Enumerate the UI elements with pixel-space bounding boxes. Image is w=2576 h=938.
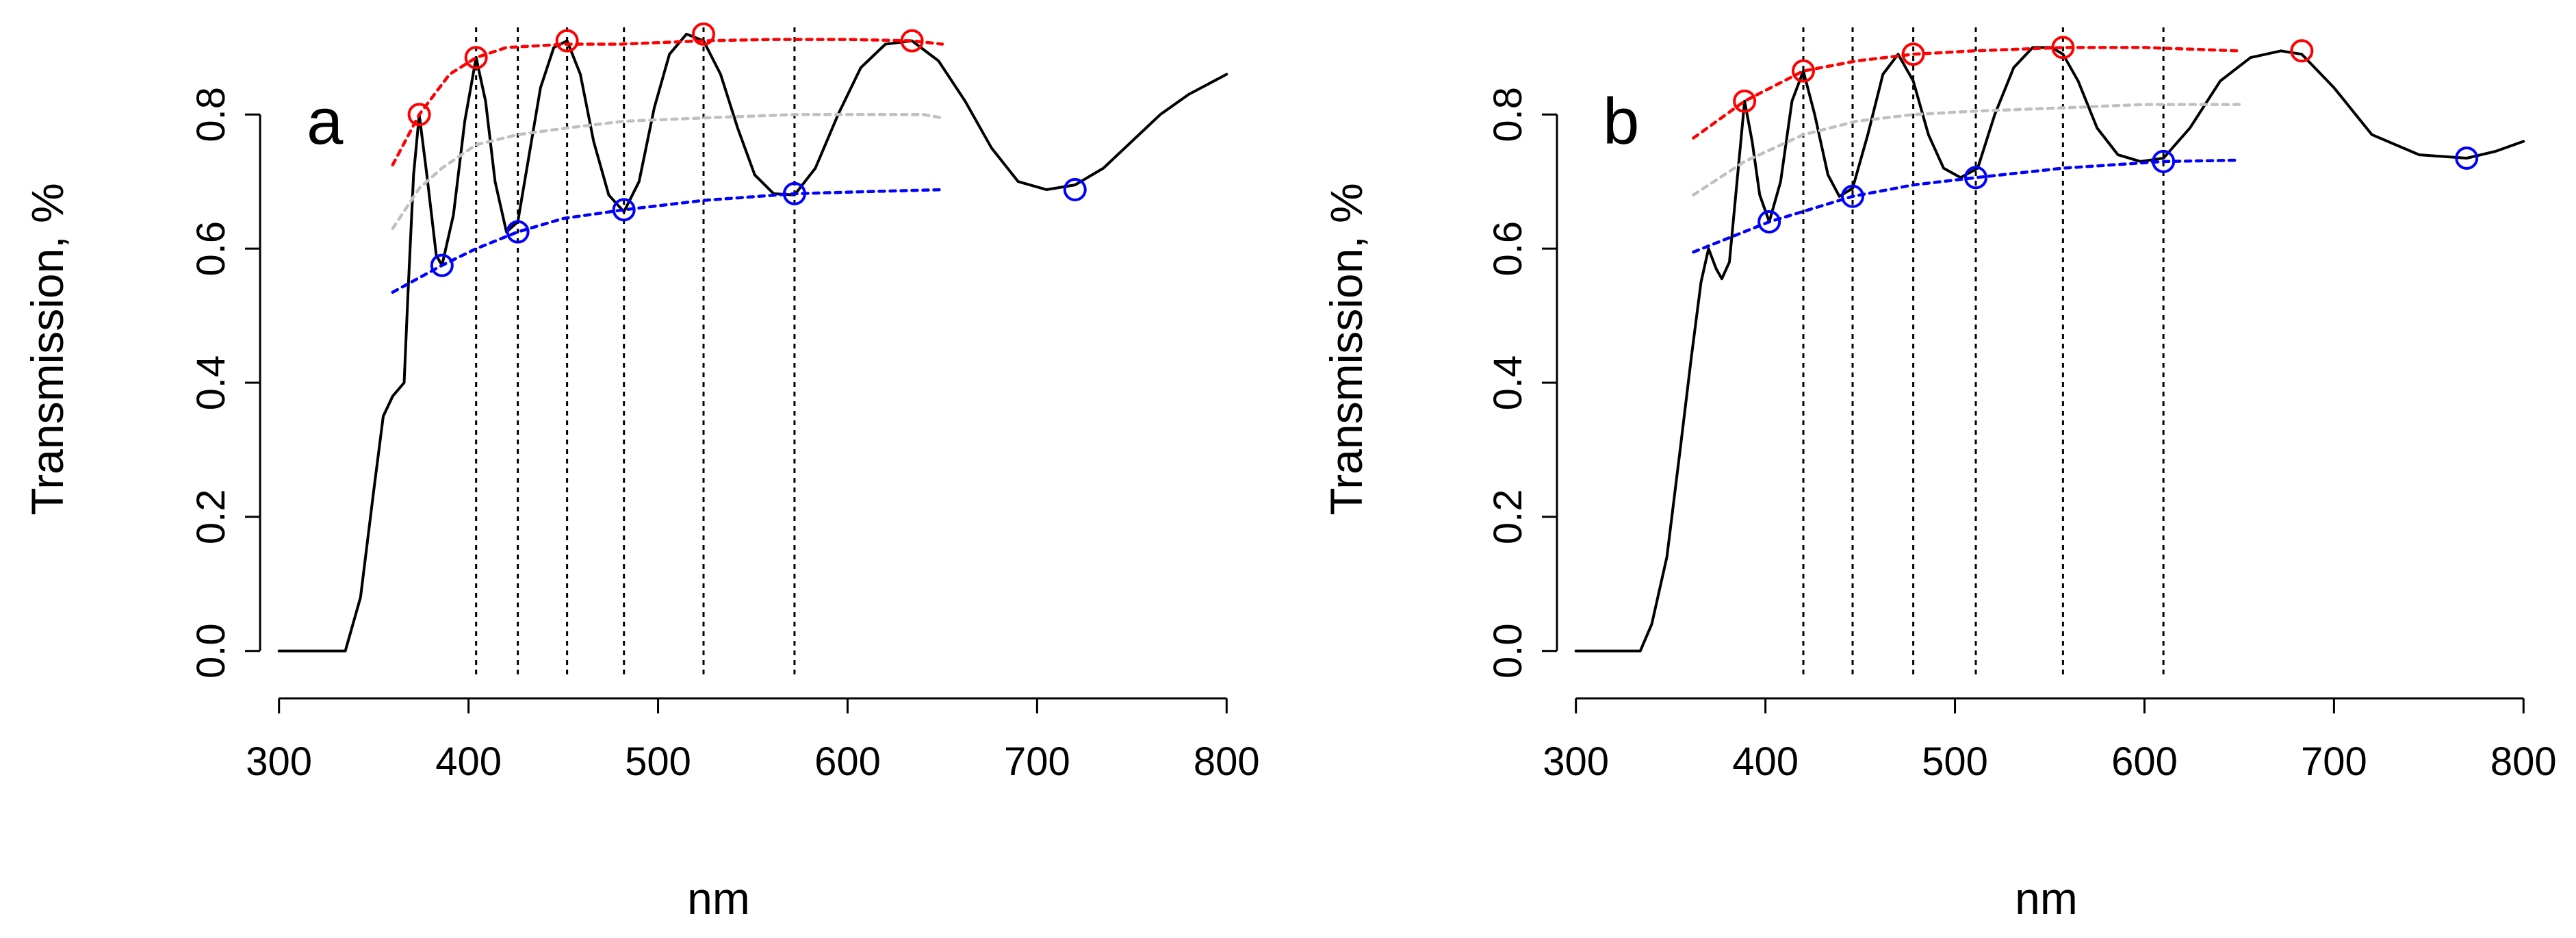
x-tick-label: 300 bbox=[1543, 739, 1609, 784]
panel-label: b bbox=[1603, 85, 1639, 158]
y-tick-label: 0.6 bbox=[189, 221, 233, 277]
y-tick-label: 0.4 bbox=[189, 355, 233, 411]
minimum-marker bbox=[2455, 146, 2479, 170]
mean-envelope-line bbox=[1692, 103, 2241, 197]
upper-envelope-line bbox=[391, 38, 944, 167]
minimum-marker bbox=[430, 253, 454, 277]
minimum-marker bbox=[612, 198, 636, 222]
x-tick-label: 800 bbox=[1194, 739, 1260, 784]
x-tick-label: 500 bbox=[1922, 739, 1988, 784]
minimum-marker bbox=[506, 220, 530, 244]
spectrum-line bbox=[277, 32, 1228, 652]
x-axis-label: nm bbox=[2015, 873, 2078, 924]
minimum-marker bbox=[782, 181, 806, 205]
panel-label: a bbox=[307, 85, 344, 158]
minimum-marker bbox=[1964, 166, 1987, 190]
y-tick-label: 0.0 bbox=[189, 623, 233, 679]
mean-envelope-line bbox=[391, 113, 944, 231]
x-tick-label: 600 bbox=[814, 739, 881, 784]
maximum-marker bbox=[1792, 59, 1815, 83]
x-tick-label: 600 bbox=[2111, 739, 2178, 784]
y-tick-label: 0.8 bbox=[189, 87, 233, 142]
maximum-marker bbox=[1733, 89, 1757, 113]
x-tick-label: 800 bbox=[2490, 739, 2557, 784]
maximum-marker bbox=[692, 22, 715, 46]
x-axis-label: nm bbox=[687, 873, 750, 924]
x-tick-label: 500 bbox=[625, 739, 691, 784]
x-tick-label: 400 bbox=[435, 739, 502, 784]
y-axis-label: Transmission, % bbox=[1321, 183, 1371, 515]
x-tick-label: 300 bbox=[246, 739, 312, 784]
x-tick-label: 400 bbox=[1732, 739, 1799, 784]
maximum-marker bbox=[2290, 39, 2314, 63]
maximum-marker bbox=[2051, 36, 2075, 60]
minimum-marker bbox=[1841, 184, 1864, 208]
maximum-marker bbox=[555, 29, 579, 53]
maximum-marker bbox=[900, 29, 924, 53]
minimum-marker bbox=[2152, 149, 2176, 173]
y-tick-label: 0.6 bbox=[1486, 221, 1530, 277]
spectrum-line bbox=[1574, 46, 2525, 652]
minimum-marker bbox=[1063, 177, 1087, 201]
y-tick-label: 0.2 bbox=[1486, 490, 1530, 545]
chart-panel-b: b Transmission, % nm 300 400 500 600 700 800 0… bbox=[1321, 27, 2557, 924]
lower-envelope-line bbox=[391, 188, 944, 294]
lower-envelope-line bbox=[1692, 158, 2241, 254]
y-tick-label: 0.4 bbox=[1486, 355, 1530, 411]
maximum-marker bbox=[464, 46, 488, 70]
upper-envelope-line bbox=[1692, 46, 2241, 140]
x-tick-label: 700 bbox=[2301, 739, 2367, 784]
x-tick-label: 700 bbox=[1004, 739, 1070, 784]
chart-panel-a: a Transmission, % nm 300 400 500 600 700 800 0… bbox=[22, 22, 1260, 924]
maximum-marker bbox=[407, 103, 431, 127]
minimum-marker bbox=[1757, 210, 1781, 233]
y-tick-label: 0.0 bbox=[1486, 623, 1530, 679]
y-tick-label: 0.2 bbox=[189, 490, 233, 545]
maximum-marker bbox=[1901, 42, 1925, 66]
y-axis-label: Transmission, % bbox=[22, 183, 73, 515]
y-tick-label: 0.8 bbox=[1486, 87, 1530, 142]
